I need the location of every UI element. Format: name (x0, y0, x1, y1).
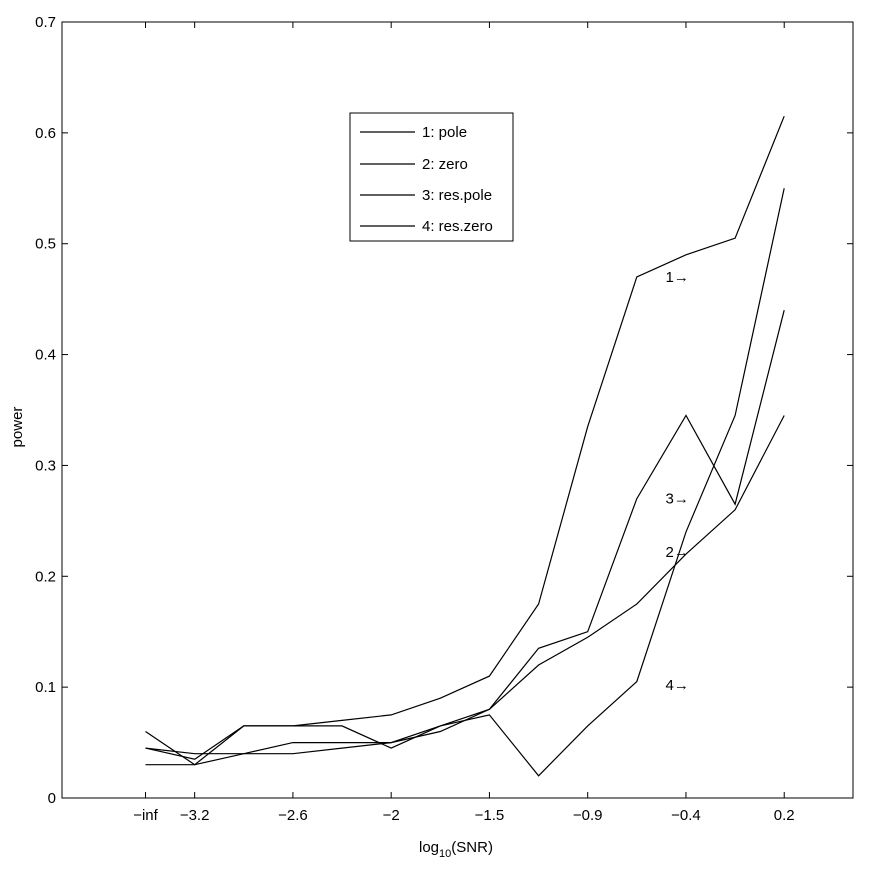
legend-box (349, 112, 514, 242)
legend: 1: pole 2: zero 3: res.pole 4: res.zero (349, 112, 514, 242)
y-tick-label: 0.7 (35, 14, 56, 31)
y-tick-label: 0.3 (35, 457, 56, 474)
series-annotation-4: 4→ (666, 677, 689, 694)
x-tick-label: −inf (133, 807, 158, 824)
y-axis-label: power (9, 407, 26, 448)
x-tick-label: −2 (383, 807, 400, 824)
series-line-4 (145, 188, 785, 777)
y-tick-label: 0.4 (35, 347, 56, 364)
x-axis-label-subscript: 10 (439, 848, 451, 860)
x-axis-label-suffix: (SNR) (451, 839, 493, 856)
y-tick-label: 0.5 (35, 236, 56, 253)
series-annotation-2: 3→ (666, 491, 689, 508)
series-line-2 (145, 415, 785, 766)
y-tick-label: 0 (48, 790, 56, 807)
x-tick-label: −0.4 (671, 807, 701, 824)
x-axis: −inf −3.2 −2.6 −2 −1.5 −0.9 −0.4 0.2 (133, 22, 795, 824)
legend-label-4: 4: res.zero (422, 218, 493, 235)
legend-label-2: 2: zero (422, 156, 468, 173)
x-tick-label: −3.2 (180, 807, 210, 824)
x-tick-label: −2.6 (278, 807, 308, 824)
series-annotation-1: 1→ (666, 269, 689, 286)
x-tick-label: −0.9 (573, 807, 603, 824)
series-lines (145, 115, 785, 777)
plot-frame (61, 21, 854, 799)
series-annotation-3: 2→ (666, 544, 689, 561)
x-axis-label-main: log (419, 839, 439, 856)
annotations: 1→ 3→ 2→ 4→ (666, 269, 689, 694)
legend-label-1: 1: pole (422, 124, 467, 141)
y-axis: 0 0.1 0.2 0.3 0.4 0.5 0.6 0.7 (35, 14, 853, 807)
y-tick-label: 0.6 (35, 125, 56, 142)
y-tick-label: 0.1 (35, 679, 56, 696)
legend-label-3: 3: res.pole (422, 187, 492, 204)
y-tick-label: 0.2 (35, 568, 56, 585)
x-tick-label: 0.2 (774, 807, 795, 824)
x-tick-label: −1.5 (475, 807, 505, 824)
x-axis-label: log10(SNR) (419, 839, 493, 860)
